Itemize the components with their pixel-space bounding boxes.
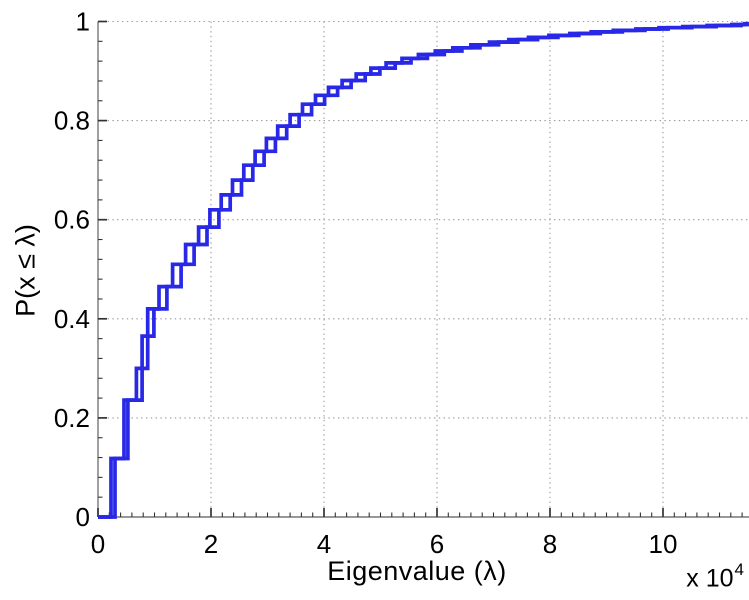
y-tick-label: 0.6 (54, 205, 90, 235)
ecdf-curve-2 (98, 21, 749, 519)
x-tick-label: 4 (317, 529, 331, 559)
x-axis-multiplier: x 104 (686, 560, 744, 593)
y-tick-label: 0 (76, 502, 90, 532)
x-tick-label: 10 (649, 529, 678, 559)
y-tick-label: 0.8 (54, 106, 90, 136)
x-tick-label: 6 (430, 529, 444, 559)
y-tick-label: 0.2 (54, 403, 90, 433)
x-axis-label: Eigenvalue (λ) (327, 556, 507, 586)
x-tick-label: 0 (91, 529, 105, 559)
y-tick-label: 1 (76, 7, 90, 37)
x-axis-multiplier-prefix: x 10 (686, 564, 734, 593)
x-tick-label: 8 (543, 529, 557, 559)
x-tick-label: 2 (204, 529, 218, 559)
y-axis-label: P(x ≤ λ) (10, 224, 41, 317)
y-tick-label: 0.4 (54, 304, 90, 334)
ecdf-curve-1 (98, 21, 749, 519)
x-axis-multiplier-exponent: 4 (734, 560, 744, 579)
